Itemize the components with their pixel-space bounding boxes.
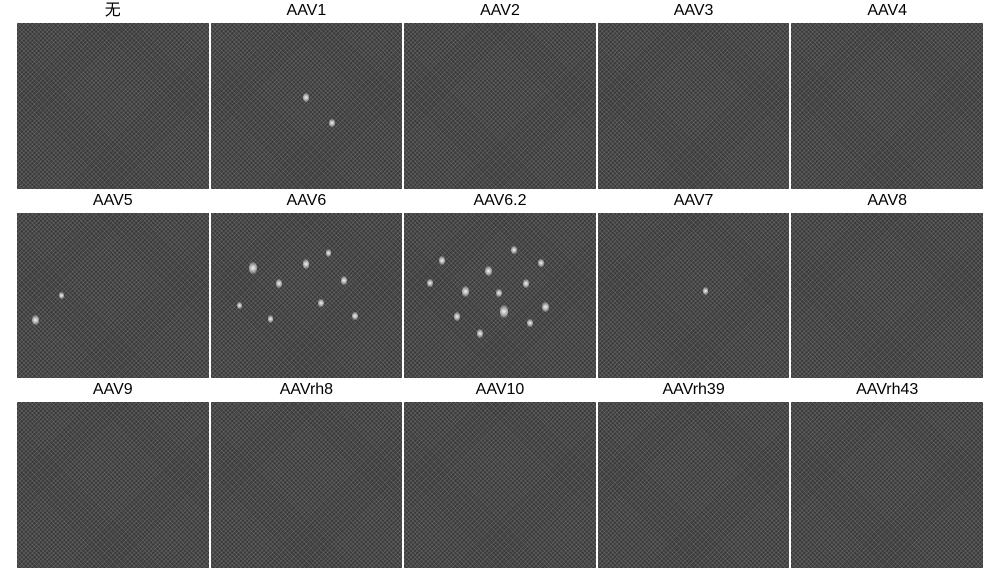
panel-cell: AAV2 — [403, 0, 597, 190]
panel-image — [17, 23, 209, 189]
panel-image-wrap — [16, 22, 210, 190]
panel-image — [598, 23, 790, 189]
panel-image-wrap — [790, 22, 984, 190]
signal-dot — [439, 256, 445, 265]
panel-image-wrap — [210, 212, 404, 380]
panel-cell: AAV7 — [597, 190, 791, 380]
panel-label: AAV10 — [403, 379, 597, 401]
panel-label: AAVrh39 — [597, 379, 791, 401]
panel-image — [404, 213, 596, 379]
signal-dot — [527, 319, 533, 327]
panel-image — [791, 402, 983, 568]
signal-dot — [542, 302, 549, 312]
signal-dot — [276, 279, 282, 288]
panel-cell: AAV10 — [403, 379, 597, 569]
signal-dot — [511, 246, 517, 254]
panel-cell: AAV8 — [790, 190, 984, 380]
panel-label: 无 — [16, 0, 210, 22]
panel-image-wrap — [597, 212, 791, 380]
signal-dot — [268, 315, 273, 323]
signal-dot — [249, 262, 257, 273]
panel-image — [17, 213, 209, 379]
signal-dot — [303, 259, 310, 269]
panel-image — [598, 213, 790, 379]
panel-image-wrap — [403, 22, 597, 190]
signal-dot — [496, 289, 501, 297]
signal-dot — [59, 292, 64, 299]
panel-label: AAV4 — [790, 0, 984, 22]
signal-dot — [485, 266, 492, 276]
panel-label: AAV1 — [210, 0, 404, 22]
panel-image — [211, 23, 403, 189]
panel-cell: AAV6.2 — [403, 190, 597, 380]
panel-image — [791, 213, 983, 379]
panel-cell: 无 — [16, 0, 210, 190]
panel-image-wrap — [16, 212, 210, 380]
signal-dot — [326, 249, 331, 257]
signal-dot — [703, 287, 708, 294]
panel-label: AAV6 — [210, 190, 404, 212]
panel-cell: AAVrh43 — [790, 379, 984, 569]
panel-image-wrap — [210, 401, 404, 569]
signal-dot — [427, 279, 432, 287]
signal-dot — [454, 312, 460, 321]
signal-dot — [32, 315, 39, 325]
signal-dot — [462, 286, 470, 297]
panel-cell: AAVrh8 — [210, 379, 404, 569]
panel-image — [791, 23, 983, 189]
panel-image-wrap — [790, 401, 984, 569]
panel-cell: AAV6 — [210, 190, 404, 380]
panel-image — [404, 23, 596, 189]
signal-dot — [523, 279, 530, 289]
panel-label: AAV9 — [16, 379, 210, 401]
panel-image-wrap — [403, 401, 597, 569]
signal-dot — [352, 312, 358, 320]
panel-label: AAV2 — [403, 0, 597, 22]
panel-image-wrap — [16, 401, 210, 569]
panel-image — [404, 402, 596, 568]
signal-dot — [318, 299, 324, 307]
panel-cell: AAV1 — [210, 0, 404, 190]
panel-label: AAVrh8 — [210, 379, 404, 401]
panel-label: AAV5 — [16, 190, 210, 212]
panel-cell: AAV5 — [16, 190, 210, 380]
panel-image-wrap — [210, 22, 404, 190]
panel-image-wrap — [597, 401, 791, 569]
panel-image — [598, 402, 790, 568]
panel-grid: 无AAV1AAV2AAV3AAV4 AAV5AAV6AAV6.2AAV7AAV8 A… — [16, 0, 984, 569]
panel-label: AAV7 — [597, 190, 791, 212]
panel-image-wrap — [403, 212, 597, 380]
panel-image — [211, 213, 403, 379]
panel-image — [17, 402, 209, 568]
signal-dot — [303, 93, 309, 102]
panel-label: AAV8 — [790, 190, 984, 212]
signal-dot — [477, 329, 483, 338]
panel-image-wrap — [790, 212, 984, 380]
signal-dot — [237, 302, 242, 309]
panel-cell: AAV9 — [16, 379, 210, 569]
panel-label: AAV6.2 — [403, 190, 597, 212]
panel-label: AAVrh43 — [790, 379, 984, 401]
signal-dot — [341, 276, 348, 286]
signal-dot — [500, 305, 508, 317]
signal-dot — [538, 259, 544, 267]
signal-dot — [329, 119, 334, 127]
panel-cell: AAV3 — [597, 0, 791, 190]
panel-cell: AAV4 — [790, 0, 984, 190]
panel-cell: AAVrh39 — [597, 379, 791, 569]
panel-image-wrap — [597, 22, 791, 190]
panel-label: AAV3 — [597, 0, 791, 22]
panel-image — [211, 402, 403, 568]
